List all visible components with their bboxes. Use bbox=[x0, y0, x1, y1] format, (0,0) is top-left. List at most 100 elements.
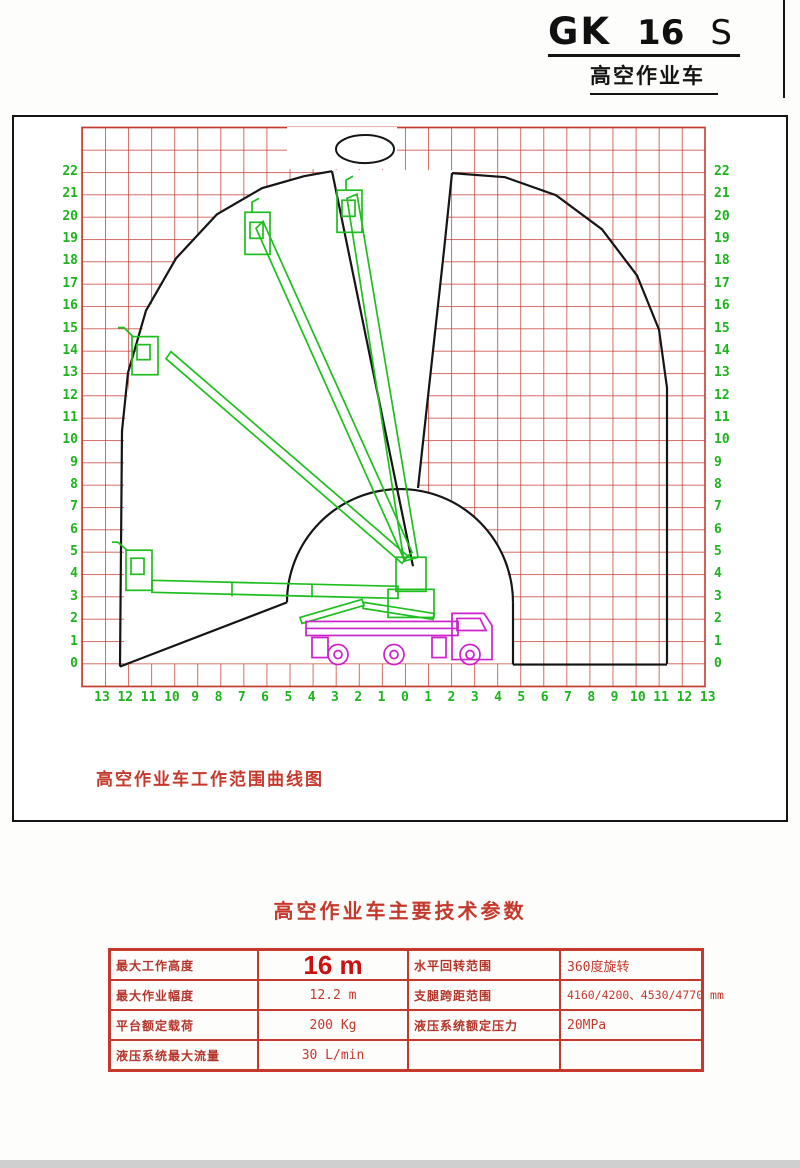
param-label-cell: 支腿跨距范围 bbox=[408, 980, 560, 1010]
axis-tick-label: 13 bbox=[94, 690, 110, 705]
axis-tick-label: 13 bbox=[714, 365, 730, 381]
param-value-cell: 360度旋转 bbox=[560, 950, 702, 980]
axis-tick-label: 3 bbox=[70, 588, 78, 604]
model-prefix: GK bbox=[548, 10, 612, 53]
axis-tick-label: 11 bbox=[140, 690, 157, 705]
axis-tick-label: 10 bbox=[630, 690, 646, 705]
axis-tick-label: 1 bbox=[714, 633, 722, 649]
axis-tick-label: 4 bbox=[70, 566, 78, 582]
y-axis-right: 22 21 20 19 18 17 16 15 14 13 12 11 10 9 8 7 6 5 4 3 2 1 0 bbox=[714, 165, 742, 671]
axis-tick-label: 18 bbox=[714, 253, 730, 269]
boom-positions bbox=[112, 175, 435, 625]
photo-bottom-edge bbox=[0, 1160, 800, 1168]
axis-tick-label: 9 bbox=[714, 454, 722, 470]
axis-tick-label: 14 bbox=[62, 342, 78, 358]
platform-ellipse bbox=[335, 134, 395, 165]
axis-tick-label: 20 bbox=[62, 208, 78, 224]
axis-tick-label: 4 bbox=[714, 566, 722, 582]
axis-tick-label: 8 bbox=[587, 690, 596, 705]
axis-tick-label: 8 bbox=[714, 477, 722, 493]
axis-tick-label: 9 bbox=[191, 690, 200, 705]
axis-tick-label: 12 bbox=[714, 387, 730, 403]
axis-tick-label: 17 bbox=[714, 275, 730, 291]
param-label-cell bbox=[408, 1040, 560, 1070]
axis-tick-label: 10 bbox=[714, 432, 730, 448]
axis-tick-label: 8 bbox=[70, 477, 78, 493]
working-range-diagram bbox=[81, 126, 706, 688]
axis-tick-label: 8 bbox=[214, 690, 223, 705]
param-value-cell: 20MPa bbox=[560, 1010, 702, 1040]
axis-tick-label: 19 bbox=[714, 231, 730, 247]
axis-tick-label: 21 bbox=[62, 186, 78, 202]
truck-drawing bbox=[305, 612, 493, 666]
axis-tick-label: 7 bbox=[564, 690, 572, 705]
param-value-cell bbox=[560, 1040, 702, 1070]
axis-tick-label: 21 bbox=[714, 186, 730, 202]
axis-tick-label: 6 bbox=[261, 690, 269, 705]
axis-tick-label: 0 bbox=[70, 655, 78, 671]
axis-tick-label: 6 bbox=[70, 521, 78, 537]
axis-tick-label: 0 bbox=[400, 690, 409, 705]
param-label-cell: 最大作业幅度 bbox=[110, 980, 258, 1010]
axis-tick-label: 15 bbox=[714, 320, 730, 336]
subtitle-underline bbox=[590, 93, 718, 95]
param-label-cell: 液压系统最大流量 bbox=[110, 1040, 258, 1070]
axis-tick-label: 22 bbox=[714, 164, 730, 179]
axis-tick-label: 5 bbox=[284, 690, 293, 705]
header-subtitle: 高空作业车 bbox=[590, 65, 705, 88]
axis-tick-label: 22 bbox=[62, 164, 78, 179]
param-label-cell: 液压系统额定压力 bbox=[408, 1010, 560, 1040]
working-range-chart-frame: 22 21 20 19 18 17 16 15 14 13 12 11 10 9 8 7 6 5 4 3 2 1 0 22 2… bbox=[12, 115, 788, 822]
model-underline bbox=[548, 54, 740, 57]
axis-tick-label: 0 bbox=[714, 655, 722, 671]
param-value-cell: 200 Kg bbox=[258, 1010, 408, 1040]
title-block-border bbox=[783, 0, 785, 98]
param-value-cell: 30 L/min bbox=[258, 1040, 408, 1070]
axis-tick-label: 4 bbox=[307, 690, 316, 705]
axis-tick-label: 4 bbox=[494, 690, 502, 705]
params-table-title: 高空作业车主要技术参数 bbox=[273, 901, 527, 923]
axis-tick-label: 17 bbox=[62, 275, 78, 291]
axis-tick-label: 19 bbox=[62, 231, 78, 247]
axis-tick-label: 11 bbox=[714, 409, 730, 425]
axis-tick-label: 6 bbox=[714, 521, 722, 537]
axis-tick-label: 9 bbox=[70, 454, 78, 470]
model-suffix: S bbox=[710, 13, 732, 53]
axis-tick-label: 5 bbox=[714, 544, 722, 560]
axis-tick-label: 5 bbox=[70, 544, 78, 560]
axis-tick-label: 11 bbox=[62, 409, 78, 425]
axis-tick-label: 12 bbox=[62, 387, 78, 403]
axis-tick-label: 9 bbox=[610, 690, 619, 705]
axis-tick-label: 7 bbox=[714, 499, 722, 515]
param-value-highlight: 16 m bbox=[258, 950, 408, 980]
axis-tick-label: 2 bbox=[354, 690, 363, 705]
axis-tick-label: 2 bbox=[447, 690, 456, 705]
axis-tick-label: 13 bbox=[699, 690, 716, 705]
axis-tick-label: 13 bbox=[62, 365, 78, 381]
axis-tick-label: 7 bbox=[70, 499, 78, 515]
axis-tick-label: 5 bbox=[517, 690, 526, 705]
model-number: 16 bbox=[637, 13, 685, 53]
x-axis: 13 12 11 10 9 8 7 6 5 4 3 2 1 0 1 2 3 4 5 6 7 8 9 10 11 12 13 bbox=[93, 691, 717, 707]
axis-tick-label: 12 bbox=[676, 690, 693, 705]
axis-tick-label: 7 bbox=[237, 690, 246, 705]
param-label-cell: 平台额定载荷 bbox=[110, 1010, 258, 1040]
axis-tick-label: 18 bbox=[62, 253, 78, 269]
axis-tick-label: 11 bbox=[653, 690, 669, 705]
axis-tick-label: 6 bbox=[540, 690, 549, 705]
envelope-curve bbox=[118, 170, 669, 668]
axis-tick-label: 15 bbox=[62, 320, 78, 336]
params-table: 最大工作高度 16 m 水平回转范围 360度旋转 最大作业幅度 12.2 m … bbox=[108, 948, 724, 1072]
param-value-cell: 12.2 m bbox=[258, 980, 408, 1010]
param-label-cell: 最大工作高度 bbox=[110, 950, 258, 980]
model-designation: GK 16 S bbox=[548, 10, 763, 53]
chart-caption: 高空作业车工作范围曲线图 bbox=[96, 770, 324, 789]
axis-tick-label: 16 bbox=[714, 298, 730, 314]
axis-tick-label: 1 bbox=[70, 633, 78, 649]
param-label-cell: 水平回转范围 bbox=[408, 950, 560, 980]
axis-tick-label: 2 bbox=[714, 611, 722, 627]
axis-tick-label: 10 bbox=[62, 432, 78, 448]
axis-tick-label: 1 bbox=[377, 690, 386, 705]
axis-tick-label: 2 bbox=[70, 611, 78, 627]
